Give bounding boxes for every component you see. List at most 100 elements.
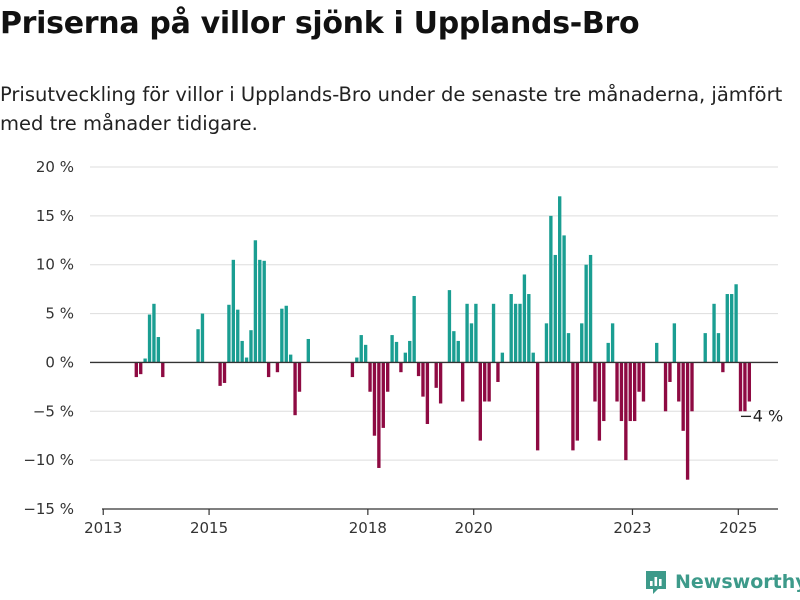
bar [743, 362, 747, 412]
y-tick-label: 5 % [45, 305, 74, 323]
bar [240, 340, 244, 363]
y-tick-label: −5 % [33, 402, 74, 420]
bar [632, 362, 637, 422]
bar [522, 274, 527, 363]
bar [597, 362, 602, 441]
bar [483, 362, 487, 402]
bar [408, 340, 412, 363]
bar [558, 196, 562, 363]
newsworthy-logo[interactable]: Newsworthy [644, 569, 800, 595]
bar [562, 235, 566, 363]
bar [491, 303, 496, 363]
bar [531, 352, 535, 363]
bar [747, 362, 752, 402]
bar [509, 294, 513, 363]
bar [668, 362, 672, 382]
bar [134, 362, 138, 378]
bar [236, 309, 240, 363]
bar [588, 254, 593, 363]
bar [535, 362, 540, 451]
x-tick-label: 2015 [190, 519, 228, 537]
bar [218, 362, 222, 386]
bar [527, 294, 531, 363]
bar [549, 215, 553, 363]
y-tick-label: −10 % [23, 451, 74, 469]
bar [399, 362, 403, 373]
bar [712, 303, 716, 363]
bar [147, 314, 152, 363]
bar [734, 284, 738, 363]
bar [284, 305, 288, 363]
bar [222, 362, 227, 383]
bar [681, 362, 685, 431]
y-axis-tick-labels: 20 % 15 % 10 % 5 % 0 % −5 % −10 % −15 % [23, 158, 74, 518]
bar [306, 338, 310, 363]
bar [738, 362, 743, 412]
bar [571, 362, 575, 451]
bar [677, 362, 681, 402]
bar [200, 313, 205, 363]
bar [161, 362, 165, 378]
bar [355, 357, 359, 363]
bar [381, 362, 385, 428]
bar [615, 362, 619, 402]
bar [474, 303, 478, 363]
bar [297, 362, 302, 392]
last-value-annotation: −4 % [739, 407, 783, 426]
bar [553, 254, 557, 363]
bar [403, 352, 408, 363]
bar [685, 362, 690, 480]
bar [372, 362, 377, 436]
bar [143, 358, 147, 363]
y-tick-label: 15 % [36, 207, 74, 225]
bar [513, 303, 518, 363]
bar [703, 333, 707, 363]
bar [196, 329, 200, 363]
bar [280, 308, 284, 363]
bar [465, 303, 469, 363]
bar [253, 240, 258, 363]
axes [90, 361, 778, 510]
bar [293, 362, 297, 416]
bar [672, 323, 677, 363]
bar [447, 290, 452, 363]
x-tick-label: 2018 [349, 519, 387, 537]
bar [244, 357, 249, 363]
bar [721, 362, 725, 373]
bar [386, 362, 390, 392]
bar [487, 362, 491, 402]
y-tick-label: 20 % [36, 158, 74, 176]
x-tick-label: 2025 [719, 519, 757, 537]
bar [580, 323, 584, 363]
bar [730, 294, 734, 363]
bar [416, 362, 421, 377]
bars [134, 196, 752, 480]
bar [575, 362, 580, 441]
bar [425, 362, 430, 424]
bar [641, 362, 646, 402]
bar [584, 264, 588, 363]
bar [394, 341, 399, 363]
bar [478, 362, 482, 441]
bar [438, 362, 443, 404]
bar [628, 362, 632, 422]
y-tick-label: 10 % [36, 256, 74, 274]
bar [469, 323, 474, 363]
bar [231, 259, 236, 363]
bar [377, 362, 381, 468]
bar [266, 362, 271, 378]
bar [496, 362, 500, 382]
bar [363, 344, 368, 363]
bar [412, 295, 416, 363]
bar [275, 362, 280, 373]
bar [152, 303, 156, 363]
bar [544, 323, 549, 363]
bar [139, 362, 143, 375]
bar [350, 362, 355, 378]
bar [716, 333, 721, 363]
bar [456, 340, 460, 363]
bar [227, 304, 231, 363]
bar [452, 331, 456, 363]
bar [368, 362, 372, 392]
y-tick-label: 0 % [45, 353, 74, 371]
